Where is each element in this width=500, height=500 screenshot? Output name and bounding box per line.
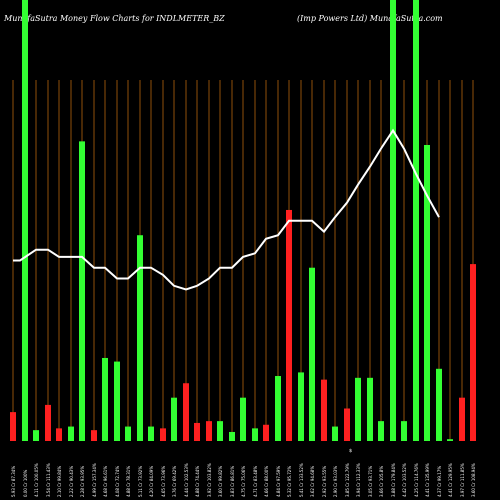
- money-flow-bar: [367, 377, 373, 441]
- money-flow-bar: [286, 209, 292, 441]
- money-flow-bar: [436, 368, 442, 441]
- x-tick-label: 2.90 Cr 93.03%: [333, 466, 338, 497]
- x-tick-label: 4.42 Cr 103.52%: [402, 463, 407, 497]
- x-tick-label: 4.75 Cr 75.06%: [241, 466, 246, 497]
- price-line: [13, 128, 440, 291]
- money-flow-bar: [10, 412, 16, 441]
- x-tick-label: 3.66 Cr 105.8%: [379, 466, 384, 497]
- x-tick-label: 4.68 Cr 96.61%: [103, 466, 108, 497]
- money-flow-bar: [424, 144, 430, 442]
- money-flow-bar: [160, 428, 166, 441]
- money-flow-bar: [45, 404, 51, 441]
- money-flow-bar: [378, 421, 384, 441]
- money-flow-bar: [459, 397, 465, 441]
- money-flow-bar: [79, 141, 85, 441]
- money-flow-bar: [229, 431, 235, 441]
- x-tick-label: 3.83 Cr 86.81%: [230, 466, 235, 497]
- x-tick-label: 2.28 Cr 93.95%: [80, 466, 85, 497]
- money-flow-bar: [114, 361, 120, 441]
- x-tick-label: 4.41 Cr 129.95%: [448, 463, 453, 497]
- x-tick-labels: 5.93 Cr 87.34% 0.00 Cr 100% 4.11 Cr 100.05…: [11, 463, 476, 497]
- x-tick-label: 4.84 Cr 97.59%: [276, 466, 281, 497]
- x-tick-label: 3.85 Cr 122.79%: [345, 463, 350, 497]
- money-flow-bar: [252, 428, 258, 441]
- x-tick-label: 3.88 Cr 179.84%: [391, 463, 396, 497]
- money-flow-bar: [148, 426, 154, 441]
- money-flow-bar: [171, 397, 177, 441]
- x-tick-label: 4.88 Cr 78.31%: [126, 466, 131, 497]
- money-flow-bar: [206, 421, 212, 441]
- money-flow-bar: [263, 424, 269, 441]
- x-tick-label: 4.08 Cr 72.74%: [115, 466, 120, 497]
- x-tick-label: 4.88 Cr 74.44%: [195, 466, 200, 497]
- money-flow-bar: [298, 372, 304, 441]
- money-flow-bar: [56, 428, 62, 441]
- x-tick-label: 3.97 Cr 111.85%: [460, 463, 465, 497]
- money-flow-bar: [33, 430, 39, 441]
- x-tick-label: 5.11 Cr 73.92%: [138, 466, 143, 497]
- currency-symbol: $: [349, 448, 353, 454]
- bars: [10, 0, 476, 442]
- money-flow-bar: [125, 426, 131, 441]
- money-flow-bar: [447, 439, 453, 441]
- x-tick-label: 5.93 Cr 87.34%: [11, 466, 16, 497]
- x-tick-label: 4.25 Cr 114.76%: [414, 463, 419, 497]
- money-flow-bar: [390, 0, 396, 441]
- money-flow-bar: [344, 408, 350, 441]
- money-flow-bar: [355, 377, 361, 441]
- x-tick-label: 4.99 Cr 157.34%: [92, 463, 97, 497]
- money-flow-bar: [401, 421, 407, 441]
- money-flow-bar: [413, 0, 419, 441]
- money-flow-bar: [91, 430, 97, 441]
- money-flow-bar: [470, 264, 476, 441]
- price-line-path: [13, 128, 440, 291]
- x-tick-label: 4.65 Cr 73.96%: [161, 466, 166, 497]
- x-tick-label: 4.20 Cr 84.09%: [149, 466, 154, 497]
- x-tick-label: 4.37 Cr 99.17%: [437, 466, 442, 497]
- x-tick-label: 3.76 Cr 69.42%: [172, 466, 177, 497]
- x-tick-label: 2.92 Cr 93.55%: [322, 466, 327, 497]
- money-flow-bar: [102, 357, 108, 441]
- x-tick-label: 3.94 Cr 112.33%: [356, 463, 361, 497]
- x-tick-label: 3.54 Cr 111.43%: [46, 463, 51, 497]
- x-tick-label: 4.71 Cr 83.48%: [253, 466, 258, 497]
- money-flow-bar: [137, 235, 143, 441]
- x-tick-label: 3.60 Cr 99.82%: [218, 466, 223, 497]
- x-tick-label: 2.10 Cr 99.84%: [57, 466, 62, 497]
- x-tick-label: 3.60 Cr 108.94%: [471, 463, 476, 497]
- x-tick-label: 3.62 Cr 94.68%: [310, 466, 315, 497]
- chart-title-right: (Imp Powers Ltd) MunafaSutra.com: [297, 14, 443, 23]
- chart-title-left: MunafaSutra Money Flow Charts for INDLME…: [4, 14, 225, 23]
- x-tick-label: 5.32 Cr 95.72%: [287, 466, 292, 497]
- money-flow-bar: [194, 422, 200, 441]
- money-flow-bar: [217, 421, 223, 441]
- x-tick-label: 3.92 Cr 103.82%: [207, 463, 212, 497]
- money-flow-bar: [332, 426, 338, 441]
- money-flow-bar: [68, 426, 74, 441]
- x-tick-label: 4.11 Cr 100.05%: [34, 463, 39, 497]
- money-flow-bar: [309, 267, 315, 441]
- money-flow-bar: [240, 397, 246, 441]
- x-tick-label: 0.00 Cr 100%: [23, 469, 28, 497]
- x-tick-label: 2.22 Cr 90.43%: [69, 466, 74, 497]
- money-flow-bar: [22, 0, 28, 441]
- x-tick-label: 4.66 Cr 88.00%: [264, 466, 269, 497]
- money-flow-bar: [321, 379, 327, 441]
- x-tick-label: 5.41 Cr 133.52%: [299, 463, 304, 497]
- money-flow-bar: [275, 376, 281, 441]
- x-tick-label: 4.41 Cr 135.99%: [425, 463, 430, 497]
- x-tick-label: 4.44 Cr 102.53%: [184, 463, 189, 497]
- money-flow-bar: [183, 383, 189, 441]
- x-tick-label: 3.05 Cr 93.71%: [368, 466, 373, 497]
